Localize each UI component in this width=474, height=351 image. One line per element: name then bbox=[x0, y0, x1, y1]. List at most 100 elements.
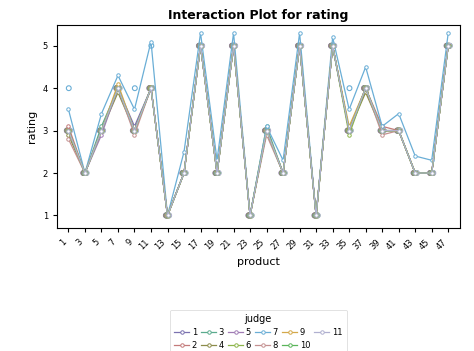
Point bbox=[98, 128, 105, 133]
Point bbox=[412, 170, 419, 176]
Point bbox=[428, 170, 436, 176]
Point bbox=[394, 128, 402, 133]
Point bbox=[245, 213, 252, 218]
Point bbox=[246, 213, 254, 218]
Point bbox=[378, 128, 386, 133]
Point bbox=[446, 43, 453, 48]
Point bbox=[245, 213, 253, 218]
Point bbox=[163, 213, 170, 218]
Point bbox=[195, 43, 203, 48]
Point bbox=[397, 128, 404, 133]
Point bbox=[330, 43, 338, 48]
Point bbox=[313, 213, 321, 218]
Point bbox=[297, 43, 304, 48]
Point bbox=[65, 85, 73, 91]
Point bbox=[146, 85, 154, 91]
Point bbox=[214, 170, 221, 176]
Point bbox=[247, 213, 255, 218]
Point bbox=[181, 170, 189, 176]
Point bbox=[362, 85, 370, 91]
Point bbox=[114, 85, 121, 91]
Point bbox=[413, 170, 420, 176]
Point bbox=[231, 43, 239, 48]
Point bbox=[296, 43, 303, 48]
Point bbox=[82, 170, 90, 176]
Point bbox=[411, 170, 419, 176]
Point bbox=[197, 43, 204, 48]
Point bbox=[248, 213, 255, 218]
Point bbox=[294, 43, 302, 48]
Point bbox=[445, 43, 452, 48]
Point bbox=[82, 170, 90, 176]
Point bbox=[444, 43, 451, 48]
Point bbox=[380, 128, 387, 133]
Point bbox=[410, 170, 417, 176]
Point bbox=[64, 128, 72, 133]
Point bbox=[116, 85, 123, 91]
Point bbox=[262, 128, 270, 133]
Point bbox=[278, 170, 286, 176]
Point bbox=[379, 128, 386, 133]
Point bbox=[245, 213, 253, 218]
Point bbox=[164, 213, 172, 218]
Point bbox=[394, 128, 401, 133]
Point bbox=[146, 85, 154, 91]
Point bbox=[427, 170, 434, 176]
Point bbox=[295, 43, 303, 48]
Point bbox=[230, 43, 237, 48]
Point bbox=[212, 170, 220, 176]
Point bbox=[428, 170, 436, 176]
Point bbox=[428, 170, 436, 176]
Point bbox=[311, 213, 319, 218]
Point bbox=[180, 170, 188, 176]
Point bbox=[395, 128, 403, 133]
Point bbox=[411, 170, 419, 176]
Point bbox=[345, 128, 352, 133]
Point bbox=[396, 128, 403, 133]
Point bbox=[379, 128, 387, 133]
Point bbox=[281, 170, 288, 176]
Point bbox=[80, 170, 87, 176]
Point bbox=[215, 170, 222, 176]
Point bbox=[395, 128, 403, 133]
Point bbox=[443, 43, 451, 48]
Point bbox=[298, 43, 305, 48]
Point bbox=[427, 170, 435, 176]
Point bbox=[445, 43, 453, 48]
Point bbox=[214, 170, 222, 176]
Point bbox=[199, 43, 206, 48]
Point bbox=[328, 43, 336, 48]
Point bbox=[346, 128, 353, 133]
Point bbox=[129, 128, 137, 133]
Point bbox=[113, 85, 121, 91]
Point bbox=[116, 85, 123, 91]
Point bbox=[114, 85, 122, 91]
Point bbox=[81, 170, 89, 176]
Point bbox=[361, 85, 368, 91]
Point bbox=[312, 213, 320, 218]
Point bbox=[98, 128, 106, 133]
Point bbox=[377, 128, 385, 133]
Point bbox=[165, 213, 173, 218]
Point bbox=[132, 128, 139, 133]
Point bbox=[280, 170, 288, 176]
Point bbox=[131, 128, 138, 133]
Point bbox=[64, 128, 71, 133]
Point bbox=[278, 170, 285, 176]
Point bbox=[147, 85, 155, 91]
Point bbox=[165, 213, 173, 218]
Point bbox=[444, 43, 451, 48]
Point bbox=[214, 170, 221, 176]
Point bbox=[329, 43, 337, 48]
Point bbox=[410, 170, 418, 176]
Point bbox=[264, 128, 271, 133]
Point bbox=[197, 43, 205, 48]
Point bbox=[229, 43, 237, 48]
Point bbox=[264, 128, 272, 133]
Point bbox=[148, 85, 156, 91]
Point bbox=[163, 213, 170, 218]
Point bbox=[198, 43, 206, 48]
Point bbox=[264, 128, 272, 133]
Point bbox=[444, 43, 452, 48]
Point bbox=[196, 43, 204, 48]
